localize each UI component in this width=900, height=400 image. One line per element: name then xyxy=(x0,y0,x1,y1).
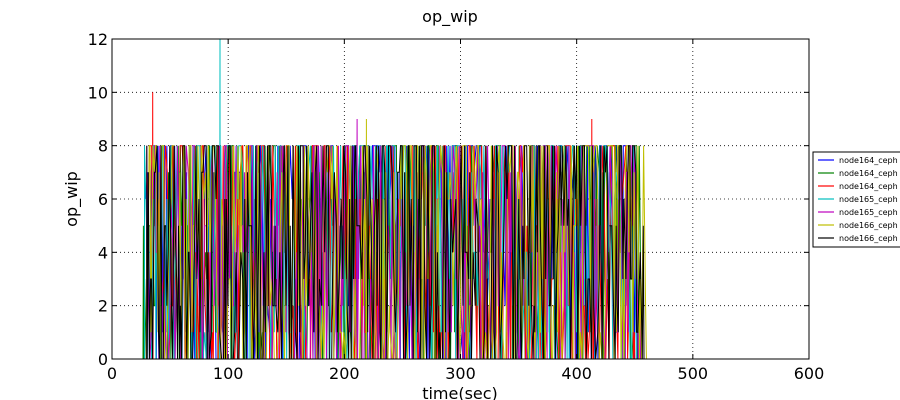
legend-label: node164_ceph xyxy=(839,182,898,191)
y-tick-label: 10 xyxy=(88,83,108,102)
y-axis-label: op_wip xyxy=(62,171,82,227)
y-tick-label: 8 xyxy=(98,137,108,156)
x-tick-label: 300 xyxy=(445,364,476,383)
x-tick-label: 600 xyxy=(794,364,825,383)
y-tick-label: 0 xyxy=(98,350,108,369)
y-tick-label: 2 xyxy=(98,297,108,316)
legend-label: node164_ceph xyxy=(839,156,898,165)
legend-label: node166_ceph xyxy=(839,234,898,243)
axis-ticks: 0 100 200 300 400 500 600 0 2 4 6 8 10 12 xyxy=(88,30,825,383)
legend: node164_ceph node164_ceph node164_cephnode… xyxy=(812,151,900,248)
y-tick-label: 6 xyxy=(98,190,108,209)
x-tick-label: 500 xyxy=(678,364,709,383)
x-tick-label: 100 xyxy=(213,364,244,383)
legend-label: node165_ceph xyxy=(839,208,898,217)
legend-label: node164_ceph xyxy=(839,169,898,178)
x-axis-label: time(sec) xyxy=(422,384,498,400)
x-tick-label: 0 xyxy=(107,364,117,383)
legend-label: node166_ceph xyxy=(839,221,898,230)
series-line-6 xyxy=(146,145,645,359)
series-layer xyxy=(142,39,647,359)
y-tick-label: 4 xyxy=(98,243,108,262)
x-tick-label: 200 xyxy=(329,364,360,383)
x-tick-label: 400 xyxy=(561,364,592,383)
y-tick-label: 12 xyxy=(88,30,108,49)
legend-label: node165_ceph xyxy=(839,195,898,204)
series-line-4 xyxy=(146,118,642,359)
chart-title: op_wip xyxy=(422,7,478,27)
